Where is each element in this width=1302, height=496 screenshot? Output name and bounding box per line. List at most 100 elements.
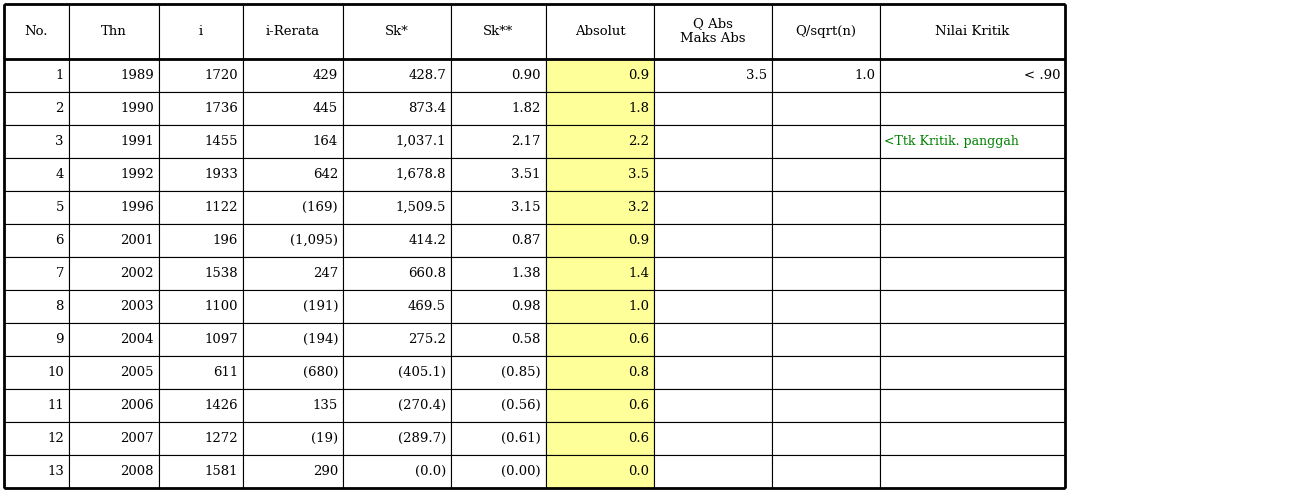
Bar xyxy=(450,59,546,92)
Text: 0.58: 0.58 xyxy=(512,333,542,346)
Bar xyxy=(4,191,69,224)
Text: No.: No. xyxy=(25,25,48,38)
Bar xyxy=(654,191,772,224)
Bar xyxy=(342,389,450,422)
Bar xyxy=(243,455,342,488)
Bar xyxy=(342,455,450,488)
Bar xyxy=(450,257,546,290)
Bar xyxy=(69,92,159,125)
Text: 1.38: 1.38 xyxy=(512,267,542,280)
Bar xyxy=(4,422,69,455)
Text: 469.5: 469.5 xyxy=(408,300,447,313)
Bar xyxy=(243,125,342,158)
Bar xyxy=(546,356,654,389)
Bar xyxy=(772,158,880,191)
Bar xyxy=(4,356,69,389)
Text: 6: 6 xyxy=(56,234,64,247)
Bar xyxy=(450,389,546,422)
Text: 1122: 1122 xyxy=(204,201,238,214)
Bar xyxy=(159,92,243,125)
Bar xyxy=(69,422,159,455)
Text: 3.2: 3.2 xyxy=(628,201,648,214)
Bar xyxy=(546,158,654,191)
Text: 0.9: 0.9 xyxy=(628,234,648,247)
Text: 5: 5 xyxy=(56,201,64,214)
Text: 1,678.8: 1,678.8 xyxy=(396,168,447,181)
Bar xyxy=(4,290,69,323)
Text: 642: 642 xyxy=(312,168,339,181)
Bar xyxy=(159,389,243,422)
Text: 2004: 2004 xyxy=(121,333,154,346)
Text: 429: 429 xyxy=(312,69,339,82)
Bar xyxy=(772,356,880,389)
Text: 0.6: 0.6 xyxy=(628,399,648,412)
Bar xyxy=(880,125,1065,158)
Bar xyxy=(772,59,880,92)
Text: 275.2: 275.2 xyxy=(408,333,447,346)
Bar xyxy=(69,158,159,191)
Bar xyxy=(450,422,546,455)
Bar xyxy=(342,125,450,158)
Bar xyxy=(342,356,450,389)
Text: < .90: < .90 xyxy=(1023,69,1060,82)
Text: (680): (680) xyxy=(302,366,339,379)
Text: 2007: 2007 xyxy=(120,432,154,445)
Bar xyxy=(159,257,243,290)
Bar xyxy=(772,92,880,125)
Text: 3.5: 3.5 xyxy=(628,168,648,181)
Bar xyxy=(159,125,243,158)
Text: 0.87: 0.87 xyxy=(512,234,542,247)
Text: 2.2: 2.2 xyxy=(628,135,648,148)
Bar xyxy=(69,59,159,92)
Bar xyxy=(654,290,772,323)
Text: 1455: 1455 xyxy=(204,135,238,148)
Text: 1996: 1996 xyxy=(120,201,154,214)
Bar xyxy=(654,158,772,191)
Bar xyxy=(772,257,880,290)
Text: 1: 1 xyxy=(56,69,64,82)
Bar xyxy=(546,125,654,158)
Text: (0.61): (0.61) xyxy=(501,432,542,445)
Text: 2008: 2008 xyxy=(121,465,154,478)
Text: 3: 3 xyxy=(56,135,64,148)
Text: 1272: 1272 xyxy=(204,432,238,445)
Text: 1.82: 1.82 xyxy=(512,102,542,115)
Bar xyxy=(4,389,69,422)
Text: i: i xyxy=(199,25,203,38)
Bar xyxy=(243,422,342,455)
Text: 1097: 1097 xyxy=(204,333,238,346)
Bar xyxy=(880,257,1065,290)
Text: 414.2: 414.2 xyxy=(409,234,447,247)
Text: 3.51: 3.51 xyxy=(512,168,542,181)
Bar xyxy=(546,422,654,455)
Text: 1.0: 1.0 xyxy=(854,69,875,82)
Bar xyxy=(654,356,772,389)
Bar xyxy=(450,92,546,125)
Text: 12: 12 xyxy=(47,432,64,445)
Bar xyxy=(342,4,450,59)
Bar xyxy=(880,191,1065,224)
Text: 290: 290 xyxy=(312,465,339,478)
Text: 1.0: 1.0 xyxy=(628,300,648,313)
Bar xyxy=(243,290,342,323)
Bar xyxy=(243,4,342,59)
Bar xyxy=(243,389,342,422)
Bar xyxy=(654,455,772,488)
Bar xyxy=(654,92,772,125)
Bar xyxy=(546,455,654,488)
Text: 1100: 1100 xyxy=(204,300,238,313)
Bar xyxy=(69,4,159,59)
Text: 1991: 1991 xyxy=(120,135,154,148)
Text: 1426: 1426 xyxy=(204,399,238,412)
Bar xyxy=(450,455,546,488)
Bar xyxy=(654,59,772,92)
Bar xyxy=(243,224,342,257)
Bar xyxy=(880,92,1065,125)
Text: 0.6: 0.6 xyxy=(628,432,648,445)
Text: <Ttk Kritik. panggah: <Ttk Kritik. panggah xyxy=(884,135,1019,148)
Text: 611: 611 xyxy=(212,366,238,379)
Bar xyxy=(880,422,1065,455)
Bar xyxy=(342,323,450,356)
Bar xyxy=(450,290,546,323)
Text: 1989: 1989 xyxy=(120,69,154,82)
